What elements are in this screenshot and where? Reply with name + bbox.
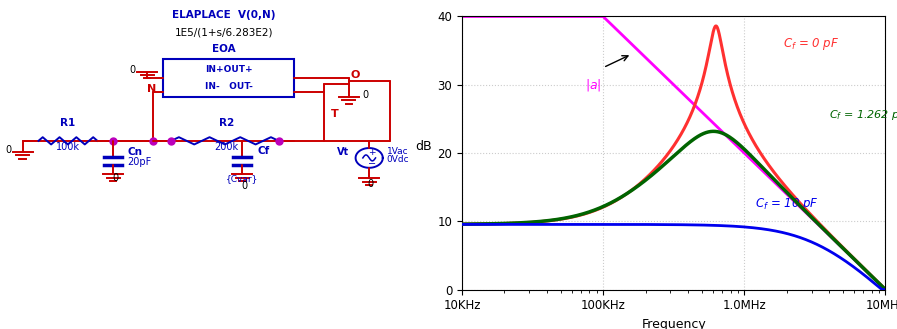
- Text: $C_f$ = 0 pF: $C_f$ = 0 pF: [783, 36, 840, 52]
- Text: 100k: 100k: [56, 142, 80, 152]
- Text: $C_f$ = 1.262 pF: $C_f$ = 1.262 pF: [829, 109, 897, 122]
- Text: EOA: EOA: [213, 44, 236, 54]
- Text: 0: 0: [367, 179, 373, 189]
- Text: Cn: Cn: [127, 147, 143, 157]
- Text: N: N: [147, 85, 156, 94]
- Text: 200k: 200k: [214, 142, 239, 152]
- Text: 1Vac: 1Vac: [387, 147, 408, 156]
- Text: 0Vdc: 0Vdc: [386, 155, 408, 164]
- Text: 0: 0: [129, 65, 135, 75]
- Text: 20pF: 20pF: [127, 157, 152, 167]
- Text: {Cvar}: {Cvar}: [226, 174, 258, 183]
- Text: R2: R2: [219, 118, 234, 128]
- Text: T: T: [331, 109, 339, 118]
- Y-axis label: dB: dB: [415, 140, 431, 153]
- Text: −: −: [368, 159, 376, 169]
- Text: 0: 0: [112, 173, 118, 183]
- Text: 0: 0: [362, 90, 369, 100]
- Text: +: +: [368, 148, 376, 157]
- Text: O: O: [351, 70, 361, 80]
- Text: IN+OUT+: IN+OUT+: [205, 65, 253, 74]
- Text: 0: 0: [5, 145, 12, 155]
- Text: 1E5/(1+s/6.283E2): 1E5/(1+s/6.283E2): [175, 27, 274, 37]
- Text: Vt: Vt: [337, 147, 349, 157]
- Text: Cf: Cf: [257, 146, 270, 156]
- Text: 0: 0: [241, 181, 248, 190]
- Bar: [163, 59, 294, 97]
- Text: IN-   OUT-: IN- OUT-: [205, 82, 253, 91]
- Text: ELAPLACE  V(0,N): ELAPLACE V(0,N): [172, 10, 276, 20]
- Text: $|a|$: $|a|$: [585, 77, 601, 93]
- X-axis label: Frequency: Frequency: [641, 318, 706, 329]
- Text: R1: R1: [60, 118, 75, 128]
- Text: $C_f$ = 10 pF: $C_f$ = 10 pF: [754, 196, 819, 212]
